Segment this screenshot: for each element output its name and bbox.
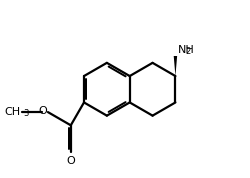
Text: NH: NH xyxy=(178,45,195,55)
Text: O: O xyxy=(38,106,47,116)
Text: CH: CH xyxy=(4,107,20,117)
Text: 3: 3 xyxy=(23,109,28,118)
Polygon shape xyxy=(174,56,177,76)
Text: 2: 2 xyxy=(186,47,191,56)
Text: O: O xyxy=(66,156,75,166)
